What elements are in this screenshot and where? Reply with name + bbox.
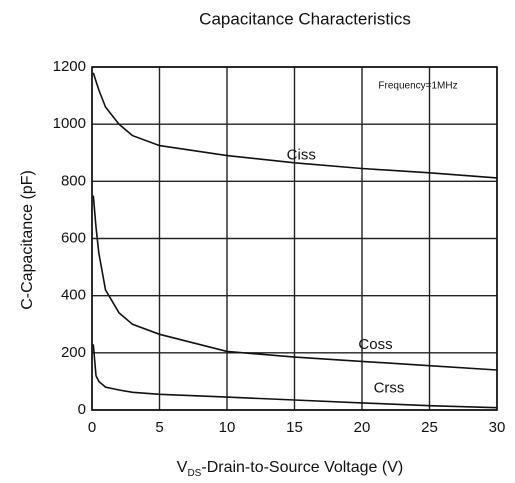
chart-title: Capacitance Characteristics [199,9,411,28]
series-line [92,72,498,179]
y-tick-label: 800 [61,172,86,189]
y-tick-label: 200 [61,344,86,361]
series-label: Ciss [287,147,316,164]
y-tick-label: 0 [78,401,86,418]
x-axis-label-part: -Drain-to-Source Voltage (V) [201,459,403,476]
x-tick-label: 0 [88,419,96,436]
plot-frame [91,66,498,411]
y-tick-label: 600 [61,229,86,246]
x-tick-label: 20 [354,419,371,436]
x-tick-label: 5 [155,419,163,436]
annotation: Frequency=1MHz [378,81,457,92]
series-line [92,195,498,371]
x-tick-label: 30 [489,419,506,436]
x-tick-label: 15 [286,419,303,436]
y-tick-label: 1000 [53,115,86,132]
x-axis-label-sub: DS [187,468,201,479]
x-axis-label: VDS-Drain-to-Source Voltage (V) [177,459,403,478]
y-tick-label: 400 [61,287,86,304]
y-axis-label: C-Capacitance (pF) [19,170,36,310]
series-label: Crss [374,380,405,397]
series-line [92,344,498,409]
series-label: Coss [358,336,392,353]
x-tick-label: 10 [219,419,236,436]
y-tick-label: 1200 [53,58,86,75]
x-tick-label: 25 [421,419,438,436]
x-axis-label-part: V [177,459,188,476]
